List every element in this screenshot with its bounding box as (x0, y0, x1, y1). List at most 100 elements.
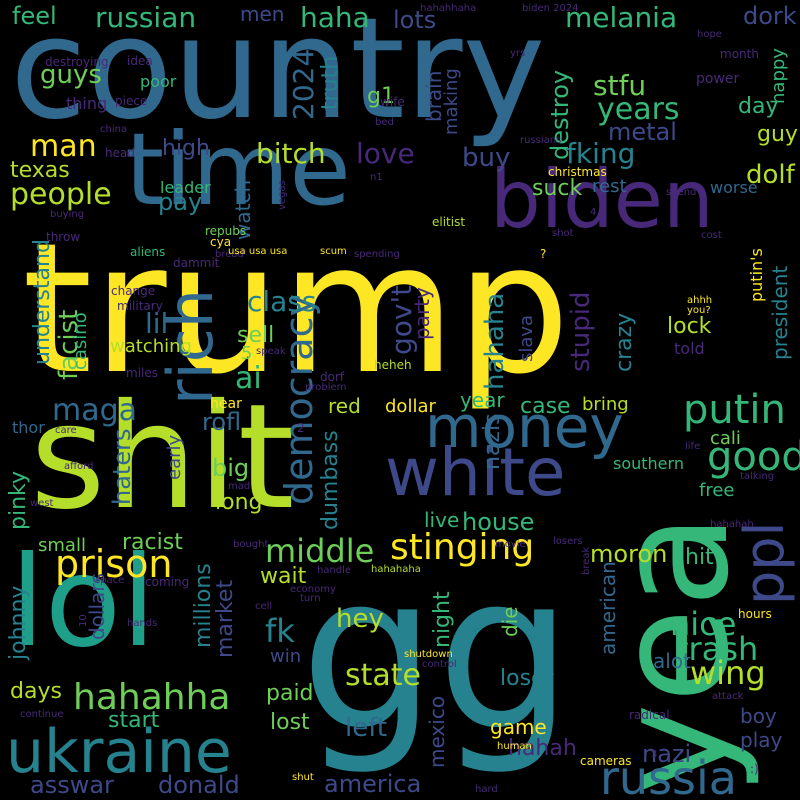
word-case: case (520, 394, 571, 419)
word-turn: turn (300, 593, 321, 604)
word-ai: ai (235, 361, 262, 396)
word-bed: bed (375, 117, 394, 128)
word-dollar: dollar (385, 396, 436, 417)
word-thor: thor (12, 418, 45, 437)
word-yrs: yrs (510, 48, 526, 59)
word-bought: bought (233, 539, 269, 550)
word-small: small (38, 535, 86, 556)
word-shut: shut (292, 772, 314, 783)
word-rest: rest (592, 176, 627, 197)
word-moron: moron (590, 540, 668, 568)
word-american: american (596, 561, 620, 655)
word-talking: talking (740, 471, 775, 482)
word-love: love (356, 137, 415, 170)
word-ahhh: ahhh (687, 295, 713, 306)
word-power: power (696, 71, 740, 87)
word-shutdown: shutdown (404, 649, 453, 660)
word-: ? (540, 247, 547, 261)
word-west: west (30, 498, 54, 509)
word-dumbass: dumbass (318, 430, 343, 530)
word-cya: cya (210, 235, 232, 249)
word-melania: melania (565, 1, 678, 34)
word-free: free (699, 480, 735, 501)
word-nice: nice (670, 605, 737, 643)
word-bread: bread (215, 249, 244, 260)
word-fk: fk (265, 612, 295, 650)
word-haha: haha (300, 1, 370, 34)
word-5: 5 (241, 343, 253, 364)
word-poor: poor (140, 72, 177, 91)
word-fking: fking (566, 137, 636, 170)
word-told: told (674, 339, 705, 358)
word-hands: hands (127, 618, 158, 629)
word-bring: bring (582, 394, 629, 415)
word-rofl: rofl (202, 408, 242, 436)
word-russians: russians (520, 135, 562, 146)
word-casino: casino (70, 312, 91, 370)
word-g1: g1 (367, 84, 395, 109)
word-hear: hear (210, 396, 242, 412)
word-cell: cell (255, 601, 273, 612)
word-spending: spending (354, 249, 400, 260)
word-nazi: nazi (642, 740, 692, 768)
word-racist: racist (122, 530, 183, 555)
word-days: days (10, 679, 62, 704)
word-dammit: dammit (173, 256, 220, 270)
word-buy: buy (462, 143, 511, 173)
word-month: month (720, 47, 759, 61)
word-long: long (215, 490, 263, 515)
word-change: change (111, 284, 156, 298)
word-afford: afford (64, 461, 94, 472)
word-hahahaha: hahahaha (371, 564, 421, 575)
word-shot: shot (552, 228, 574, 239)
word-party: party (410, 287, 434, 340)
word-haters: haters (108, 428, 136, 505)
word-elitist: elitist (432, 215, 466, 229)
word-economy: economy (290, 584, 336, 595)
word-ppl: ppl (733, 521, 796, 605)
word-human: human (497, 741, 532, 752)
word-movie: movie (495, 539, 526, 550)
word-dorf: dorf (320, 370, 345, 384)
word-stinging: stinging (390, 527, 535, 568)
word-metal: metal (608, 118, 677, 146)
word-you: you? (687, 305, 711, 316)
word-good: good (707, 434, 800, 480)
word-stfu: stfu (593, 69, 647, 102)
word-live: live (424, 508, 460, 532)
word-president: president (768, 265, 792, 360)
word-red: red (328, 394, 361, 418)
word-sell: sell (237, 323, 275, 348)
word-truth: truth (318, 55, 343, 110)
word-china: china (100, 124, 128, 135)
word-lots: lots (393, 6, 437, 34)
word-cali: cali (710, 428, 741, 449)
word-handle: handle (317, 565, 352, 576)
word-dolf: dolf (746, 160, 795, 190)
word-slava: slava (516, 314, 537, 362)
word-space: space (95, 575, 125, 586)
word-usa-usa-usa: usa usa usa (228, 246, 288, 257)
word-throw: throw (46, 230, 81, 244)
word-dork: dork (743, 2, 797, 30)
word-gg: gg (300, 527, 573, 778)
word-lock: lock (667, 314, 712, 339)
word-lost: lost (270, 710, 310, 735)
word-scum: scum (320, 246, 347, 257)
word-donald: donald (158, 771, 240, 799)
word-problem: problem (305, 382, 347, 393)
word-worse: worse (710, 178, 758, 197)
word-hard: hard (475, 784, 498, 795)
word-guys: guys (40, 60, 102, 90)
word-putin-s: putin's (747, 248, 766, 302)
word-money: money (425, 393, 624, 461)
word-hahahah: hahahah (710, 519, 754, 530)
word-russian: russian (95, 1, 197, 34)
word-hahaha: hahaha (480, 292, 510, 390)
word-ukraine: ukraine (6, 717, 232, 787)
word-feel: feel (12, 2, 57, 30)
word-idea: idea (127, 54, 153, 68)
word-happy: happy (768, 48, 789, 104)
word-hahahha: hahahha (73, 677, 231, 718)
word-country: country (10, 0, 546, 151)
